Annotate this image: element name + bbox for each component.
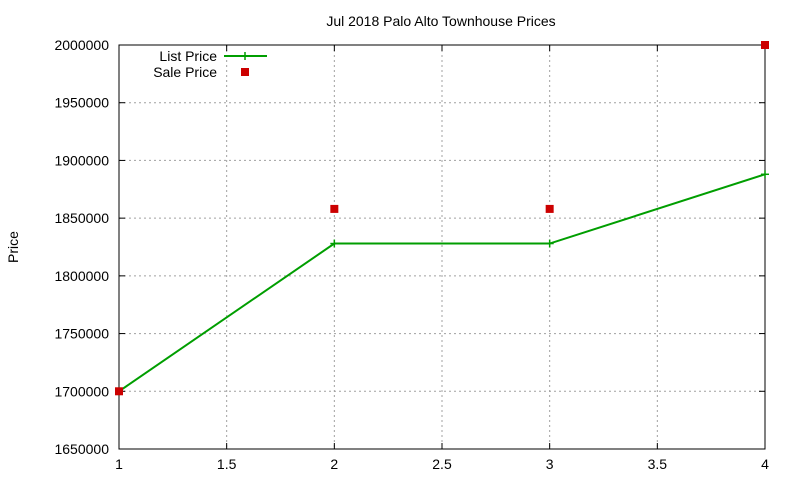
y-tick-label: 1650000 [54,441,109,457]
sale-price-point [115,387,123,396]
sale-price-point [761,41,769,49]
chart-title: Jul 2018 Palo Alto Townhouse Prices [326,13,555,29]
legend-label-sale-price: Sale Price [153,64,217,80]
list-price-point [545,239,554,248]
x-tick-label: 2.5 [432,456,452,472]
legend-label-list-price: List Price [159,48,217,64]
x-tick-label: 1 [115,456,123,472]
y-axis-label: Price [5,231,21,263]
y-tick-label: 2000000 [54,37,109,53]
y-tick-label: 1950000 [54,95,109,111]
x-tick-label: 3.5 [648,456,668,472]
y-tick-label: 1850000 [54,210,109,226]
y-tick-label: 1800000 [54,268,109,284]
y-tick-label: 1750000 [54,326,109,342]
axis-ticks: 1 1.5 2 2.5 3 3.5 4 1650000 1700000 1750000 180000… [54,37,769,472]
x-tick-label: 2 [330,456,338,472]
grid [119,45,765,449]
x-tick-label: 1.5 [217,456,237,472]
list-price-point [761,170,769,179]
legend-marker-sale-price [241,68,249,76]
legend-marker-list-price [241,52,249,60]
y-tick-label: 1900000 [54,152,109,168]
x-tick-label: 4 [761,456,769,472]
sale-price-point [330,204,339,213]
x-tick-label: 3 [546,456,554,472]
list-price-line [118,173,766,393]
data-series [115,41,769,396]
y-tick-label: 1700000 [54,383,109,399]
list-price-point [330,239,339,248]
legend: List Price Sale Price [153,48,267,80]
sale-price-point [545,204,554,213]
